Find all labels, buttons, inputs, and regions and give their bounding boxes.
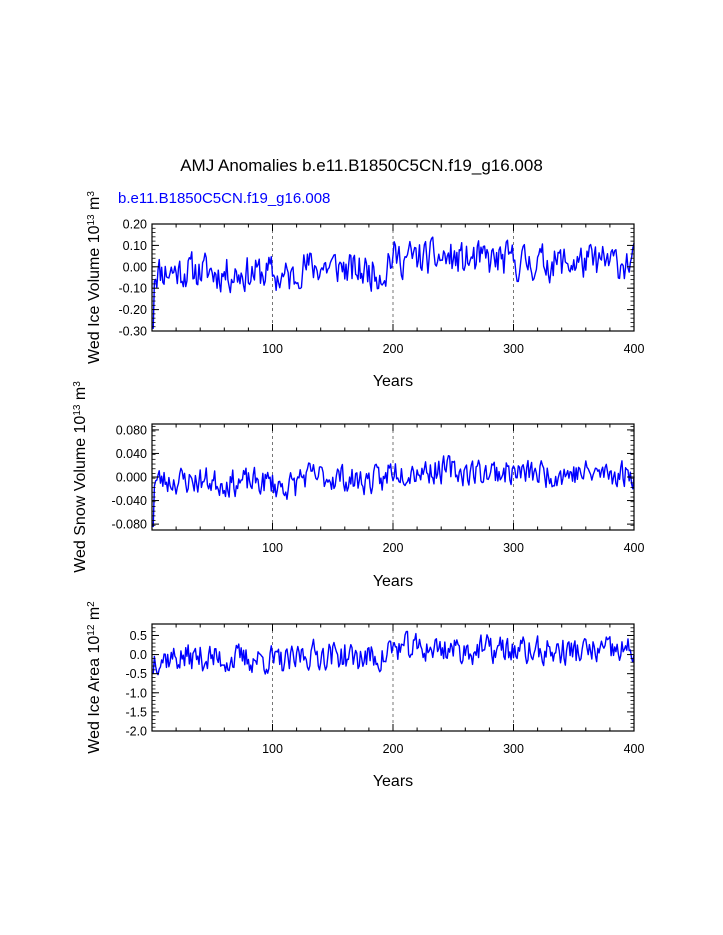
x-tick-label: 100 <box>262 342 283 356</box>
x-tick-label: 200 <box>383 342 404 356</box>
y-axis-label: Wed Ice Volume 1013 m3 <box>86 191 104 364</box>
y-tick-label: 0.040 <box>116 447 147 461</box>
y-tick-label: 0.0 <box>130 648 147 662</box>
y-axis-label: Wed Snow Volume 1013 m3 <box>72 381 90 573</box>
x-tick-label: 400 <box>624 742 645 756</box>
x-tick-label: 300 <box>503 742 524 756</box>
y-tick-label: 0.00 <box>123 260 147 274</box>
chart-panel-3: 100 200 300 400 0.5 0.0 -0.5 -1.0 -1.5 -2.0 Years W… <box>86 601 645 790</box>
y-tick-label: -0.30 <box>119 325 148 339</box>
y-tick-label: -0.040 <box>112 494 147 508</box>
series-line <box>152 630 635 676</box>
y-tick-label: -1.5 <box>125 705 147 719</box>
chart-panel-1: 100 200 300 400 0.20 0.10 0.00 -0.10 -0.20 -0.30 Y… <box>86 191 645 390</box>
y-axis-label: Wed Ice Area 1012 m2 <box>86 601 104 754</box>
series-line <box>152 454 635 528</box>
x-axis-label: Years <box>373 573 413 590</box>
x-axis-label: Years <box>373 773 413 790</box>
x-tick-label: 400 <box>624 541 645 555</box>
y-tick-label: 0.080 <box>116 423 147 437</box>
chart-panel-2: 100 200 300 400 0.080 0.040 0.000 -0.040 -0.080 Y… <box>72 381 645 590</box>
x-tick-label: 200 <box>383 742 404 756</box>
x-tick-label: 100 <box>262 541 283 555</box>
x-tick-label: 200 <box>383 541 404 555</box>
chart-title: AMJ Anomalies b.e11.B1850C5CN.f19_g16.00… <box>180 156 543 175</box>
x-tick-label: 300 <box>503 342 524 356</box>
x-axis-label: Years <box>373 373 413 390</box>
x-tick-label: 100 <box>262 742 283 756</box>
x-tick-label: 400 <box>624 342 645 356</box>
series-line <box>152 236 635 329</box>
y-tick-label: -0.5 <box>125 667 147 681</box>
y-tick-label: -1.0 <box>125 686 147 700</box>
run-label: b.e11.B1850C5CN.f19_g16.008 <box>118 190 331 207</box>
y-tick-label: 0.20 <box>123 218 147 232</box>
y-tick-label: -0.10 <box>119 282 148 296</box>
y-tick-label: -2.0 <box>125 725 147 739</box>
x-tick-label: 300 <box>503 541 524 555</box>
y-tick-label: 0.10 <box>123 239 147 253</box>
y-tick-label: 0.5 <box>130 629 147 643</box>
y-tick-label: -0.20 <box>119 303 148 317</box>
y-tick-label: -0.080 <box>112 518 147 532</box>
y-tick-label: 0.000 <box>116 471 147 485</box>
